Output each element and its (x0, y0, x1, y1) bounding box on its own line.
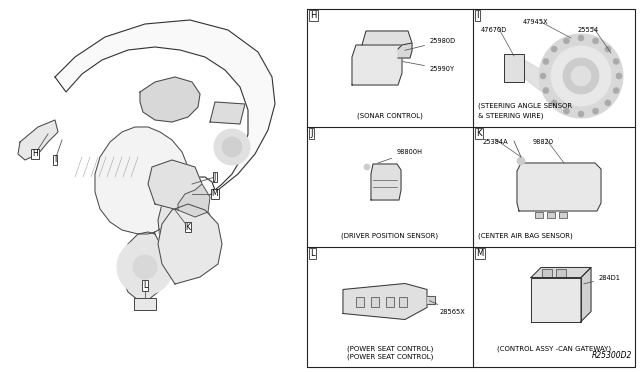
Text: R25300D2: R25300D2 (591, 351, 632, 360)
Text: I: I (54, 155, 56, 164)
Polygon shape (517, 163, 601, 211)
Text: J: J (310, 129, 312, 138)
Text: (STEERING ANGLE SENSOR: (STEERING ANGLE SENSOR (478, 103, 572, 109)
Polygon shape (352, 45, 402, 85)
Text: 47945X: 47945X (523, 19, 548, 25)
Circle shape (563, 38, 570, 44)
Text: K: K (186, 222, 191, 231)
Circle shape (133, 255, 157, 279)
Bar (399, 296, 407, 307)
Text: H: H (32, 150, 38, 158)
Circle shape (551, 46, 557, 52)
Polygon shape (140, 77, 200, 122)
Text: 28565X: 28565X (429, 301, 466, 314)
Circle shape (510, 61, 518, 69)
Text: 25990Y: 25990Y (403, 61, 455, 72)
Polygon shape (55, 20, 275, 207)
Bar (535, 212, 543, 218)
Polygon shape (398, 43, 412, 58)
Circle shape (551, 100, 557, 106)
Polygon shape (95, 127, 190, 234)
Circle shape (605, 46, 611, 52)
Bar (371, 296, 379, 307)
Bar (386, 296, 394, 307)
Circle shape (540, 73, 546, 79)
Text: L: L (143, 281, 147, 290)
Polygon shape (18, 120, 58, 160)
Circle shape (117, 239, 173, 295)
Text: K: K (476, 129, 481, 138)
Circle shape (563, 108, 570, 114)
Text: 284D1: 284D1 (584, 275, 621, 284)
Text: 98820: 98820 (533, 139, 554, 145)
Bar (559, 212, 567, 218)
Text: (SONAR CONTROL): (SONAR CONTROL) (357, 112, 423, 119)
Polygon shape (210, 102, 245, 124)
Polygon shape (531, 278, 581, 321)
Circle shape (543, 58, 549, 64)
Circle shape (616, 73, 622, 79)
Polygon shape (158, 204, 222, 284)
Text: (POWER SEAT CONTROL): (POWER SEAT CONTROL) (347, 353, 433, 360)
Circle shape (222, 137, 242, 157)
Text: 98800H: 98800H (378, 149, 423, 163)
Bar (504, 54, 524, 82)
Polygon shape (531, 267, 591, 278)
Circle shape (613, 58, 619, 64)
Circle shape (551, 46, 611, 106)
Polygon shape (581, 267, 591, 321)
Circle shape (605, 100, 611, 106)
Polygon shape (524, 60, 543, 91)
Circle shape (593, 108, 598, 114)
Text: H: H (310, 11, 316, 20)
Text: (POWER SEAT CONTROL): (POWER SEAT CONTROL) (347, 346, 433, 352)
Text: 25384A: 25384A (483, 139, 509, 145)
Bar (556, 269, 566, 276)
Text: 25980D: 25980D (404, 38, 456, 50)
Polygon shape (148, 160, 202, 210)
Polygon shape (343, 283, 427, 320)
Circle shape (578, 35, 584, 41)
Circle shape (517, 157, 525, 165)
Polygon shape (122, 232, 165, 300)
Circle shape (593, 38, 598, 44)
Circle shape (578, 111, 584, 117)
Polygon shape (178, 184, 210, 217)
Text: M: M (476, 249, 483, 258)
Circle shape (364, 164, 370, 170)
Text: J: J (214, 173, 216, 182)
Bar (356, 296, 364, 307)
Bar (542, 269, 552, 276)
Polygon shape (362, 31, 412, 45)
Text: M: M (212, 189, 218, 199)
Bar (547, 212, 555, 218)
Circle shape (543, 87, 549, 93)
Circle shape (613, 87, 619, 93)
Bar (134, 298, 156, 310)
Text: 47670D: 47670D (481, 27, 508, 33)
Polygon shape (158, 190, 212, 267)
Circle shape (214, 129, 250, 165)
Circle shape (563, 58, 599, 94)
Text: 25554: 25554 (578, 27, 599, 33)
Text: & STEERING WIRE): & STEERING WIRE) (478, 112, 543, 119)
Text: (DRIVER POSITION SENSOR): (DRIVER POSITION SENSOR) (341, 232, 438, 239)
Text: (CONTROL ASSY -CAN GATEWAY): (CONTROL ASSY -CAN GATEWAY) (497, 346, 611, 352)
Text: (CENTER AIR BAG SENSOR): (CENTER AIR BAG SENSOR) (478, 232, 573, 239)
Circle shape (539, 34, 623, 118)
Text: I: I (476, 11, 479, 20)
Polygon shape (371, 164, 401, 200)
Text: L: L (310, 249, 315, 258)
Circle shape (571, 66, 591, 86)
Polygon shape (427, 295, 435, 304)
